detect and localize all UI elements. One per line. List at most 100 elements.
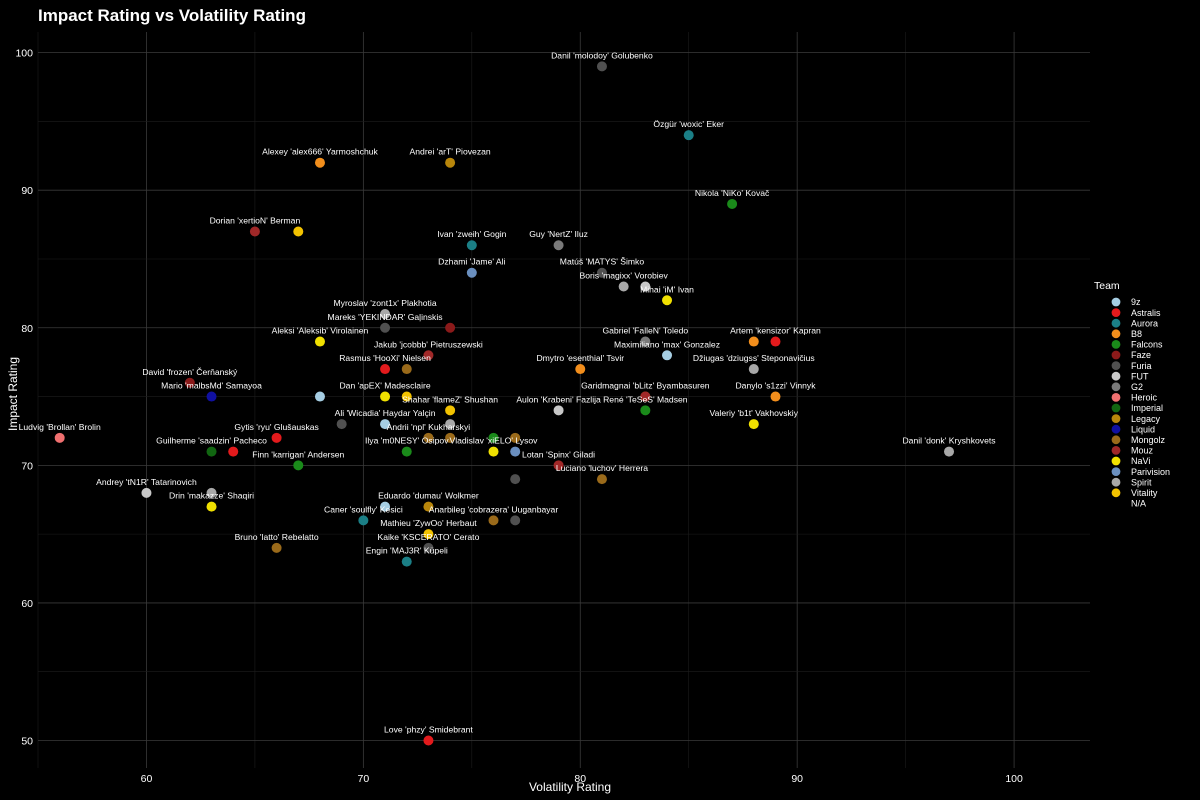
data-points	[54, 61, 955, 746]
y-tick-label: 100	[15, 48, 33, 60]
data-point-label: Shahar 'flameZ' Shushan	[402, 394, 498, 404]
data-point-label: Nikola 'NiKo' Kovač	[695, 188, 770, 198]
legend-key	[1111, 414, 1121, 423]
data-point	[423, 432, 434, 443]
data-point	[510, 515, 521, 526]
legend-key	[1111, 393, 1121, 402]
data-point	[553, 405, 564, 416]
legend-item-label: Heroic	[1131, 393, 1158, 403]
y-axis-title: Impact Rating	[6, 357, 20, 431]
data-point-label: Vladislav 'xiELO' Lysov	[450, 436, 539, 446]
data-point	[423, 350, 434, 361]
data-point	[553, 240, 564, 251]
data-point-label: Myroslav 'zont1x' Plakhotia	[333, 298, 436, 308]
data-point-label: Aleksi 'Aleksib' Virolainen	[272, 326, 369, 336]
x-tick-label: 80	[574, 773, 586, 785]
legend-key	[1111, 403, 1121, 413]
legend-key	[1111, 477, 1121, 487]
data-point-label: Dan 'apEX' Madesclaire	[339, 381, 430, 391]
data-point-label: Boris 'magixx' Vorobiev	[579, 271, 668, 281]
data-point	[293, 460, 304, 471]
legend-item-label: Furia	[1131, 361, 1152, 371]
legend-key	[1111, 467, 1121, 476]
data-point	[401, 556, 412, 567]
data-point	[445, 157, 456, 168]
legend-key	[1111, 329, 1121, 339]
data-point	[510, 432, 521, 443]
data-point-label: Dorian 'xertioN' Berman	[210, 215, 301, 225]
axis-ticks: 60 70 80 90 100 50 60 70 80 90 100	[15, 48, 1023, 785]
data-point-label: Drin 'makazze' Shaqiri	[169, 491, 254, 501]
data-point	[423, 735, 434, 746]
legend-item-label: Parivision	[1131, 467, 1170, 477]
data-point	[510, 474, 521, 485]
grid	[37, 32, 1090, 768]
y-tick-label: 50	[21, 735, 33, 747]
data-point-label: Gytis 'ryu' Glušauskas	[234, 422, 318, 432]
data-point	[423, 529, 434, 540]
data-point	[423, 542, 434, 553]
data-point	[727, 198, 738, 209]
data-point-label: Aulon 'Krabeni' Fazlija	[516, 394, 601, 404]
x-axis-title: Volatility Rating	[529, 780, 611, 794]
data-point	[380, 364, 391, 375]
data-point-label: Dzhami 'Jame' Ali	[438, 257, 505, 267]
data-point	[640, 391, 651, 402]
data-point-label: Ivan 'zweih' Gogin	[437, 229, 506, 239]
data-point	[380, 419, 391, 430]
legend-key	[1111, 435, 1121, 445]
data-point	[314, 391, 325, 402]
data-point	[662, 350, 673, 361]
data-point	[466, 240, 477, 251]
legend-title: Team	[1094, 280, 1120, 292]
x-tick-label: 60	[141, 773, 153, 785]
y-tick-label: 60	[21, 598, 33, 610]
data-point-label: Gabriel 'FalleN' Toledo	[602, 326, 688, 336]
data-point	[271, 432, 282, 443]
data-point-label: Özgür 'woxic' Eker	[653, 119, 724, 129]
legend-key	[1111, 424, 1121, 434]
x-tick-label: 100	[1005, 773, 1023, 785]
data-point-label: Mathieu 'ZywOo' Herbaut	[380, 518, 477, 528]
data-point-label: Kaike 'KSCERATO' Cerato	[378, 532, 480, 542]
data-point	[640, 281, 651, 292]
data-point	[358, 515, 369, 526]
data-point	[314, 336, 325, 347]
data-point-label: Caner 'soulfly' Kesici	[324, 504, 403, 514]
data-point-label: Maximiliano 'max' Gonzalez	[614, 339, 720, 349]
legend-item-label: FUT	[1131, 371, 1149, 381]
data-point	[54, 432, 65, 443]
data-point	[466, 267, 477, 278]
data-point	[380, 322, 391, 333]
data-point-label: Guilherme 'saadzin' Pacheco	[156, 436, 267, 446]
data-point	[314, 157, 325, 168]
data-point-label: Danylo 's1zzi' Vinnyk	[735, 381, 816, 391]
y-tick-label: 90	[21, 185, 33, 197]
legend-key	[1111, 308, 1121, 317]
legend-item-label: Mouz	[1131, 446, 1154, 456]
legend-item-label: Vitality	[1131, 488, 1158, 498]
data-point-label: Engin 'MAJ3R' Küpeli	[366, 546, 448, 556]
legend: Team 9zAstralisAuroraB8FalconsFazeFuriaF…	[1094, 280, 1170, 509]
legend-item-label: N/A	[1131, 499, 1146, 509]
y-tick-label: 70	[21, 460, 33, 472]
data-point-label: Love 'phzy' Smidebrant	[384, 724, 473, 734]
data-point-label: Džiugas 'dziugss' Steponavičius	[693, 353, 815, 363]
chart-title: Impact Rating vs Volatility Rating	[38, 6, 306, 25]
data-point-label: Mario 'malbsMd' Samayoa	[161, 381, 262, 391]
data-point-label: Matúš 'MATYS' Šimko	[560, 257, 645, 267]
data-point	[445, 405, 456, 416]
legend-key	[1111, 361, 1121, 370]
legend-key	[1111, 456, 1121, 466]
data-point	[206, 501, 217, 512]
data-point	[423, 501, 434, 512]
data-point-label: Mihai 'iM' Ivan	[640, 284, 694, 294]
data-point	[553, 460, 564, 471]
data-point-label: Ilya 'm0NESY' Osipov	[365, 436, 449, 446]
data-point	[640, 405, 651, 416]
data-point	[401, 391, 412, 402]
data-point	[401, 364, 412, 375]
data-point	[336, 419, 347, 430]
data-point-label: Andrii 'npl' Kukharskyi	[387, 422, 471, 432]
data-point-label: Eduardo 'dumau' Wolkmer	[378, 491, 479, 501]
